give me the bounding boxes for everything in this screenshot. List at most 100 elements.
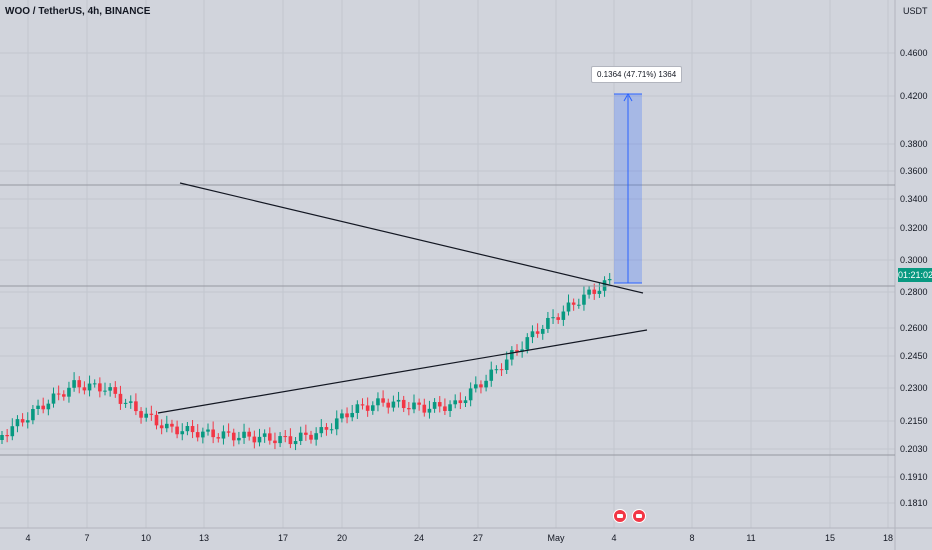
candle: [268, 433, 272, 441]
candle: [525, 337, 530, 350]
time-axis[interactable]: 4 7 10 13 17 20 24 27 May 4 8 11 15 18: [25, 533, 893, 543]
candle: [484, 380, 488, 388]
candle: [607, 279, 612, 281]
candle: [77, 380, 82, 388]
candle: [360, 404, 365, 406]
candle: [206, 429, 210, 432]
candle: [334, 418, 339, 430]
candle: [298, 432, 303, 442]
us-flag-icon[interactable]: [613, 509, 627, 523]
candle: [82, 387, 87, 391]
candle: [51, 393, 56, 404]
candle: [252, 436, 257, 443]
candle: [540, 328, 545, 334]
candle: [195, 432, 200, 438]
candle: [386, 402, 391, 408]
candle: [597, 290, 602, 294]
candle: [350, 412, 354, 418]
candle: [391, 401, 396, 408]
candle: [463, 400, 468, 404]
candles: [0, 273, 612, 451]
candle: [453, 400, 457, 405]
candle: [592, 289, 597, 294]
candle: [304, 432, 308, 435]
candle: [355, 404, 360, 413]
candle: [587, 289, 591, 295]
candle: [118, 393, 123, 404]
candle: [31, 409, 35, 421]
time-tick: 4: [25, 533, 30, 543]
candle: [561, 311, 566, 320]
price-tick: 0.4600: [900, 48, 928, 58]
price-tick: 0.1910: [900, 472, 928, 482]
candle: [401, 399, 406, 409]
candle: [520, 349, 524, 352]
candle: [149, 413, 154, 415]
price-tick: 0.2450: [900, 351, 928, 361]
candle: [345, 413, 349, 418]
candle: [314, 433, 318, 440]
candle: [87, 383, 92, 391]
price-tick: 0.3800: [900, 139, 928, 149]
drawings[interactable]: [0, 92, 895, 456]
symbol-title[interactable]: WOO / TetherUS, 4h, BINANCE: [5, 6, 151, 17]
candle: [72, 380, 76, 388]
candle: [417, 402, 421, 405]
candle: [231, 432, 236, 441]
candle: [62, 394, 66, 397]
candle: [113, 387, 118, 394]
time-tick: 11: [746, 533, 755, 543]
current-price-tag: 01:21:02: [898, 268, 932, 282]
candle: [494, 369, 499, 371]
candle: [432, 402, 437, 409]
candle: [510, 350, 514, 360]
candle: [499, 369, 504, 371]
candle: [582, 294, 586, 305]
price-tick: 0.2150: [900, 416, 928, 426]
candle: [216, 437, 221, 439]
candle: [535, 331, 540, 334]
candle: [365, 405, 370, 411]
candle: [422, 404, 427, 413]
time-tick: 18: [883, 533, 893, 543]
us-flag-icon[interactable]: [632, 509, 646, 523]
candle: [257, 436, 262, 443]
candle: [67, 387, 71, 397]
candle: [165, 423, 169, 429]
candle: [159, 425, 164, 429]
candle: [448, 404, 452, 411]
time-tick: 20: [337, 533, 347, 543]
price-tick: 0.3400: [900, 194, 928, 204]
candle: [10, 426, 15, 437]
price-tick: 0.1810: [900, 498, 928, 508]
candle: [262, 433, 267, 437]
candle: [309, 434, 313, 440]
time-tick: 7: [84, 533, 89, 543]
price-axis[interactable]: USDT 0.4600 0.4200 0.3800 0.3600 0.3400 0.3200…: [900, 6, 928, 508]
candle: [551, 317, 555, 319]
candle: [144, 413, 148, 418]
candle: [175, 426, 179, 435]
time-tick: 8: [689, 533, 694, 543]
candle: [201, 431, 205, 438]
measure-label: 0.1364 (47.71%) 1364: [591, 66, 683, 83]
candle: [324, 427, 329, 430]
time-tick: May: [547, 533, 565, 543]
candle: [468, 388, 473, 401]
candle: [92, 383, 97, 385]
candle: [56, 393, 61, 395]
candle: [170, 423, 174, 427]
candle: [427, 408, 432, 413]
candle: [139, 411, 143, 418]
candle: [128, 401, 133, 403]
candle: [340, 413, 344, 419]
trendline-lower: [157, 329, 648, 414]
candle: [278, 436, 282, 444]
candle: [407, 408, 411, 410]
price-tick: 0.3600: [900, 166, 928, 176]
candle: [41, 405, 45, 410]
candle: [293, 441, 298, 445]
price-unit: USDT: [903, 6, 928, 16]
